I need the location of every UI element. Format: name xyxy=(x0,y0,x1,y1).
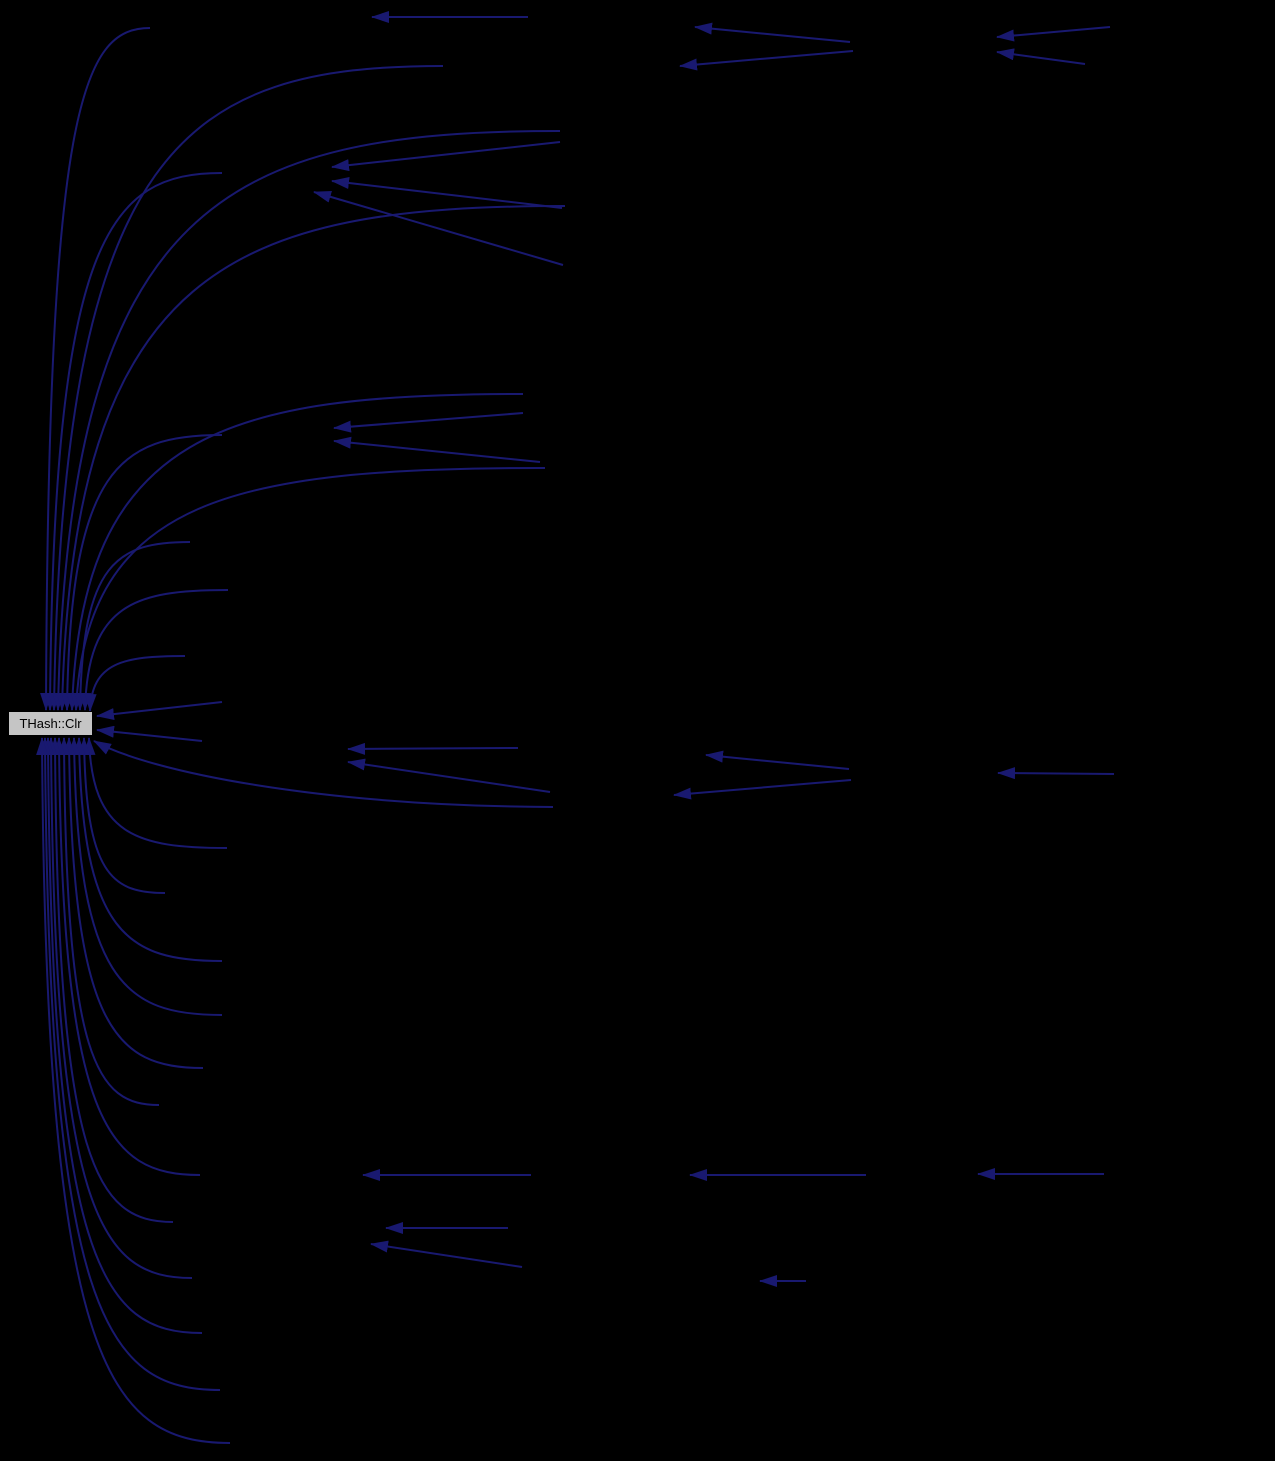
call-edge xyxy=(78,737,166,894)
call-edge xyxy=(68,737,223,1016)
call-edge xyxy=(52,130,561,711)
call-edge xyxy=(79,589,229,711)
call-edge xyxy=(61,434,223,711)
call-edge xyxy=(45,737,193,1279)
call-edge xyxy=(83,737,228,849)
call-edge xyxy=(58,737,160,1106)
call-edge xyxy=(347,758,551,793)
center-function-node[interactable]: THash::Clr xyxy=(8,711,93,736)
call-edge xyxy=(39,737,221,1391)
call-edge xyxy=(53,737,201,1176)
call-edge xyxy=(84,655,186,712)
call-edge xyxy=(370,1240,523,1268)
call-edge xyxy=(36,737,231,1444)
call-edge xyxy=(49,737,174,1223)
call-edge xyxy=(48,65,444,711)
call-edge xyxy=(673,779,852,800)
call-edge xyxy=(63,737,204,1069)
call-edge xyxy=(73,737,223,962)
call-edge xyxy=(347,742,519,755)
call-edge xyxy=(66,393,524,711)
call-edge xyxy=(96,725,203,742)
call-edge xyxy=(313,191,564,266)
call-edge xyxy=(331,141,561,172)
call-edge xyxy=(996,48,1086,65)
call-edge xyxy=(56,205,566,711)
call-edge xyxy=(331,177,563,209)
call-edge xyxy=(705,750,850,770)
call-edge xyxy=(333,412,524,433)
call-edge xyxy=(44,172,223,711)
call-edge xyxy=(70,467,546,711)
call-edge xyxy=(42,737,203,1334)
call-edge xyxy=(74,541,191,711)
call-edge xyxy=(996,26,1111,42)
call-edge xyxy=(96,701,223,721)
call-edge xyxy=(40,27,151,711)
call-edge xyxy=(93,740,554,808)
call-edge xyxy=(694,22,851,43)
call-edge xyxy=(333,436,541,463)
call-edge xyxy=(679,50,854,71)
center-function-label: THash::Clr xyxy=(19,716,82,731)
call-edge xyxy=(997,767,1115,780)
